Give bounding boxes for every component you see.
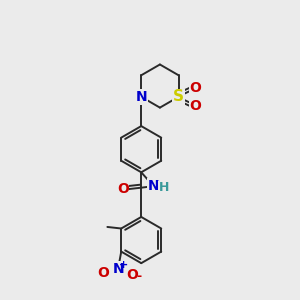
Text: O: O bbox=[97, 266, 109, 280]
Text: N: N bbox=[135, 90, 147, 104]
Text: N: N bbox=[112, 262, 124, 275]
Text: -: - bbox=[136, 270, 142, 283]
Text: +: + bbox=[119, 260, 128, 270]
Text: O: O bbox=[126, 268, 138, 282]
Text: O: O bbox=[190, 81, 202, 94]
Text: O: O bbox=[190, 99, 202, 113]
Text: S: S bbox=[173, 89, 184, 104]
Text: N: N bbox=[148, 179, 159, 193]
Text: O: O bbox=[117, 182, 129, 196]
Text: H: H bbox=[158, 181, 169, 194]
